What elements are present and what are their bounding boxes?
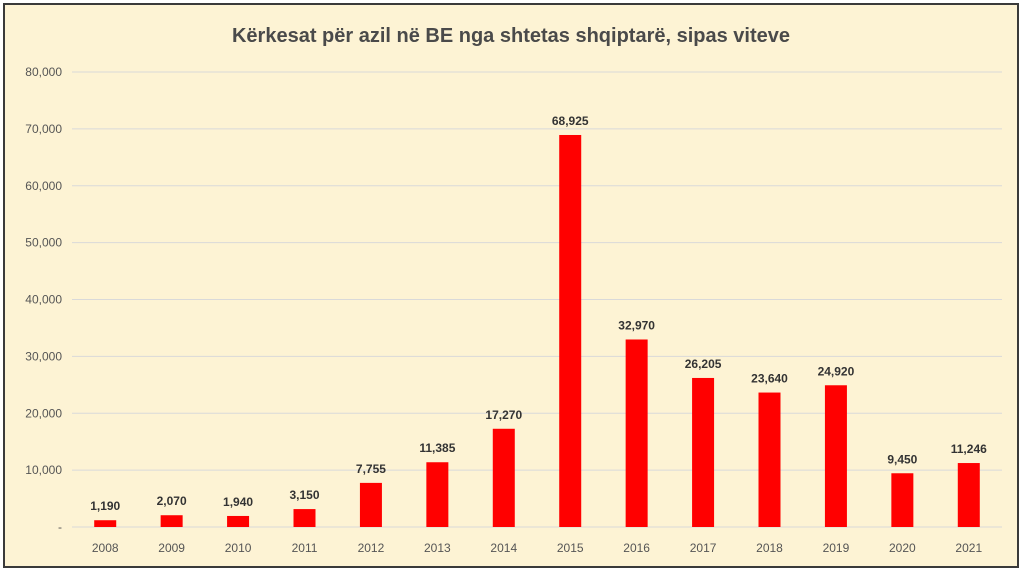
data-label: 32,970 — [618, 318, 655, 332]
x-tick-label: 2010 — [225, 541, 252, 555]
data-label: 11,246 — [951, 442, 987, 456]
grid-lines — [72, 71, 1002, 528]
x-tick-label: 2013 — [424, 541, 451, 555]
data-label: 3,150 — [289, 488, 319, 502]
y-tick-label: 10,000 — [25, 463, 62, 477]
x-tick-label: 2011 — [292, 541, 318, 555]
bar — [492, 428, 515, 527]
data-label: 68,925 — [552, 114, 589, 128]
data-label: 11,385 — [419, 441, 455, 455]
bar — [625, 339, 648, 527]
data-label: 24,920 — [818, 364, 855, 378]
bar — [758, 392, 781, 527]
x-axis-tick-labels: 2008 2009 2010 2011 2012 2013 2014 2015 2016 2017… — [92, 541, 983, 555]
data-label: 1,190 — [90, 499, 120, 513]
x-tick-label: 2012 — [358, 541, 385, 555]
chart-title: Kërkesat për azil në BE nga shtetas shqi… — [231, 25, 790, 47]
bar — [426, 462, 449, 527]
bars — [94, 134, 980, 527]
y-tick-label: 30,000 — [25, 349, 62, 363]
bar — [824, 385, 847, 527]
bar — [891, 473, 914, 527]
y-tick-label: 60,000 — [25, 179, 62, 193]
data-label: 1,940 — [223, 495, 253, 509]
x-tick-label: 2019 — [823, 541, 850, 555]
data-label: 2,070 — [157, 494, 187, 508]
bar — [559, 134, 582, 527]
bar — [359, 482, 382, 527]
x-tick-label: 2009 — [158, 541, 185, 555]
bar — [293, 509, 316, 527]
y-tick-label: 50,000 — [25, 236, 62, 250]
data-label: 17,270 — [485, 408, 522, 422]
x-tick-label: 2017 — [690, 541, 717, 555]
y-tick-label: - — [58, 520, 62, 534]
bar — [160, 515, 183, 527]
y-axis-tick-labels: - 10,000 20,000 30,000 40,000 50,000 60,000 70,… — [25, 65, 62, 534]
x-tick-label: 2008 — [92, 541, 119, 555]
data-labels: 1,190 2,070 1,940 3,150 7,755 11,385 17,270 68,… — [90, 114, 987, 513]
x-tick-label: 2018 — [756, 541, 783, 555]
data-label: 7,755 — [356, 462, 386, 476]
bar — [957, 463, 980, 527]
bar — [692, 377, 715, 527]
x-tick-label: 2020 — [889, 541, 916, 555]
bar — [94, 520, 117, 527]
y-tick-label: 20,000 — [25, 406, 62, 420]
y-tick-label: 70,000 — [25, 122, 62, 136]
x-tick-label: 2014 — [490, 541, 517, 555]
y-tick-label: 40,000 — [25, 293, 62, 307]
data-label: 9,450 — [887, 452, 917, 466]
x-tick-label: 2016 — [623, 541, 650, 555]
data-label: 23,640 — [751, 372, 788, 386]
y-tick-label: 80,000 — [25, 65, 62, 79]
x-tick-label: 2015 — [557, 541, 584, 555]
bar — [227, 515, 250, 527]
x-tick-label: 2021 — [955, 541, 982, 555]
data-label: 26,205 — [685, 357, 722, 371]
